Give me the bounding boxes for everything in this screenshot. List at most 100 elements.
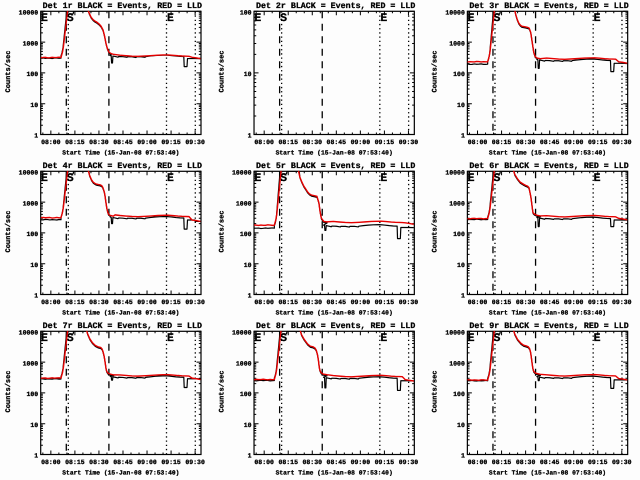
svg-text:09:00: 09:00 [564,299,584,306]
svg-text:E: E [254,172,261,185]
svg-text:08:30: 08:30 [516,459,536,466]
svg-text:E: E [468,172,475,185]
svg-text:E: E [468,332,475,345]
svg-text:08:45: 08:45 [540,299,560,306]
svg-text:Start Time (15-Jan-08 07:53:40: Start Time (15-Jan-08 07:53:40) [489,309,606,316]
svg-text:E: E [254,12,261,25]
svg-text:10: 10 [244,262,252,269]
svg-text:09:30: 09:30 [185,459,205,466]
svg-text:S: S [67,332,74,345]
svg-text:100: 100 [26,391,38,398]
svg-text:S: S [280,12,287,25]
svg-text:09:00: 09:00 [137,299,157,306]
svg-text:Det 4r BLACK = Events, RED = L: Det 4r BLACK = Events, RED = LLD [43,162,202,171]
svg-text:E: E [380,172,387,185]
svg-text:10000: 10000 [19,330,39,337]
svg-text:Start Time (15-Jan-08 07:53:40: Start Time (15-Jan-08 07:53:40) [276,469,393,476]
svg-text:1: 1 [248,133,252,140]
svg-text:09:00: 09:00 [351,139,371,146]
svg-text:10000: 10000 [19,170,39,177]
svg-text:10: 10 [457,422,465,429]
svg-text:10: 10 [244,71,252,78]
svg-text:1: 1 [248,293,252,300]
svg-text:09:15: 09:15 [588,299,608,306]
svg-text:09:15: 09:15 [161,139,181,146]
svg-text:100: 100 [453,391,465,398]
svg-text:Start Time (15-Jan-08 07:53:40: Start Time (15-Jan-08 07:53:40) [489,469,606,476]
svg-text:08:30: 08:30 [89,459,109,466]
svg-text:Start Time (15-Jan-08 07:53:40: Start Time (15-Jan-08 07:53:40) [62,309,179,316]
svg-text:100: 100 [240,391,252,398]
svg-text:10000: 10000 [445,170,465,177]
svg-text:Start Time (15-Jan-08 07:53:40: Start Time (15-Jan-08 07:53:40) [276,149,393,156]
svg-text:09:15: 09:15 [161,299,181,306]
svg-text:1000: 1000 [449,40,465,47]
svg-text:09:15: 09:15 [375,459,395,466]
svg-text:08:00: 08:00 [468,459,488,466]
svg-text:10000: 10000 [445,10,465,17]
svg-text:08:00: 08:00 [254,139,274,146]
svg-text:E: E [41,172,48,185]
svg-text:1: 1 [461,453,465,460]
svg-text:Counts/sec: Counts/sec [217,50,226,92]
svg-text:1000: 1000 [23,360,39,367]
svg-text:08:30: 08:30 [89,139,109,146]
svg-text:08:00: 08:00 [254,459,274,466]
svg-text:E: E [41,332,48,345]
svg-text:08:00: 08:00 [41,139,61,146]
svg-text:E: E [380,332,387,345]
svg-text:S: S [67,172,74,185]
svg-text:1: 1 [461,133,465,140]
svg-text:08:00: 08:00 [468,299,488,306]
svg-text:08:45: 08:45 [540,459,560,466]
svg-text:09:00: 09:00 [137,459,157,466]
svg-text:08:30: 08:30 [516,299,536,306]
svg-text:100: 100 [240,231,252,238]
svg-text:10000: 10000 [19,10,39,17]
svg-text:09:30: 09:30 [612,459,632,466]
svg-text:08:30: 08:30 [303,459,323,466]
svg-text:08:15: 08:15 [278,139,298,146]
svg-text:1000: 1000 [23,200,39,207]
svg-text:Counts/sec: Counts/sec [217,210,226,252]
svg-text:S: S [280,172,287,185]
svg-text:Counts/sec: Counts/sec [431,210,440,252]
svg-text:08:30: 08:30 [516,139,536,146]
svg-text:E: E [167,12,174,25]
svg-text:1: 1 [248,453,252,460]
svg-text:E: E [468,12,475,25]
svg-text:E: E [254,332,261,345]
svg-text:08:00: 08:00 [254,299,274,306]
svg-text:09:30: 09:30 [399,139,419,146]
svg-text:09:30: 09:30 [399,299,419,306]
svg-text:S: S [493,172,500,185]
svg-text:1000: 1000 [236,200,252,207]
svg-text:09:15: 09:15 [161,459,181,466]
svg-text:E: E [167,332,174,345]
svg-text:08:30: 08:30 [303,299,323,306]
svg-text:Det 1r BLACK = Events, RED = L: Det 1r BLACK = Events, RED = LLD [43,2,202,11]
svg-text:08:00: 08:00 [41,459,61,466]
svg-text:10000: 10000 [232,170,252,177]
svg-text:08:00: 08:00 [41,299,61,306]
svg-text:Start Time (15-Jan-08 07:53:40: Start Time (15-Jan-08 07:53:40) [276,309,393,316]
svg-text:10: 10 [457,262,465,269]
svg-text:E: E [594,332,601,345]
svg-text:10: 10 [30,262,38,269]
svg-text:S: S [67,12,74,25]
svg-text:100: 100 [453,71,465,78]
svg-text:Start Time (15-Jan-08 07:53:40: Start Time (15-Jan-08 07:53:40) [489,149,606,156]
svg-text:09:15: 09:15 [588,459,608,466]
svg-text:1000: 1000 [449,200,465,207]
svg-text:09:30: 09:30 [612,299,632,306]
svg-text:08:00: 08:00 [468,139,488,146]
svg-text:Counts/sec: Counts/sec [217,370,226,412]
svg-text:08:30: 08:30 [89,299,109,306]
svg-text:S: S [493,12,500,25]
svg-text:Counts/sec: Counts/sec [4,210,13,252]
svg-text:09:00: 09:00 [564,459,584,466]
svg-text:08:15: 08:15 [65,139,85,146]
svg-text:08:45: 08:45 [113,139,133,146]
svg-text:Det 9r BLACK = Events, RED = L: Det 9r BLACK = Events, RED = LLD [469,322,628,331]
svg-text:08:15: 08:15 [492,299,512,306]
